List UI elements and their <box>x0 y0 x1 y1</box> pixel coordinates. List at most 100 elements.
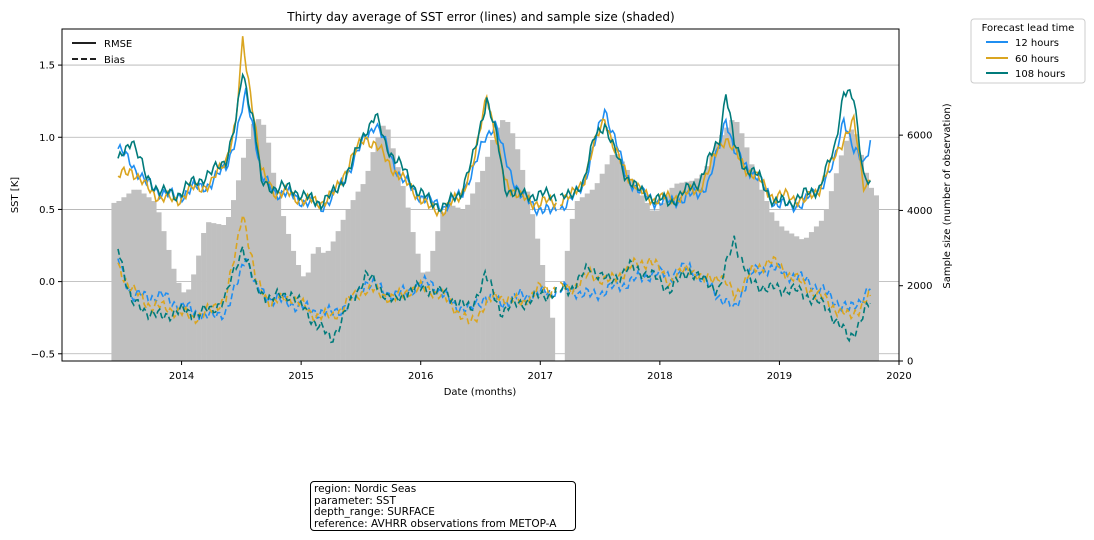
sample-bar <box>151 201 157 361</box>
sample-bar <box>340 219 346 361</box>
sample-bar <box>774 220 780 361</box>
sample-bar <box>126 193 132 361</box>
y-tick-label: 0.0 <box>39 277 55 288</box>
sample-bar <box>564 250 571 361</box>
chart-title: Thirty day average of SST error (lines) … <box>286 10 674 24</box>
sample-bar <box>868 187 874 361</box>
legend-60h-label: 60 hours <box>1015 54 1059 65</box>
y-axis-label: SST [K] <box>10 177 21 213</box>
style-legend: RMSE Bias <box>72 39 132 66</box>
sample-bar <box>579 197 586 361</box>
metadata-region: region: Nordic Seas <box>314 483 417 495</box>
sample-bar <box>664 195 670 361</box>
x-axis-label: Date (months) <box>444 387 517 398</box>
sample-bar <box>270 172 277 361</box>
sample-bar <box>166 249 172 361</box>
sample-bar <box>649 210 655 361</box>
sample-bar <box>589 189 595 361</box>
sample-bar <box>848 129 855 361</box>
sample-bar <box>714 142 720 361</box>
rmse-line-108h <box>117 72 557 212</box>
sample-bar <box>594 183 600 361</box>
sample-bar <box>156 212 162 361</box>
rmse-line-60h <box>117 36 557 218</box>
sample-bar <box>788 233 795 361</box>
sample-bar <box>734 121 740 361</box>
legend-bias-label: Bias <box>104 55 125 66</box>
sample-bar <box>390 148 396 361</box>
sample-bar <box>375 137 381 361</box>
sample-bar <box>475 182 481 361</box>
sample-bar <box>445 203 451 361</box>
y-tick-label: 1.5 <box>39 61 55 72</box>
sample-bar <box>480 170 486 361</box>
sample-bar <box>505 121 511 361</box>
sample-bar <box>629 179 635 361</box>
sample-bar <box>285 233 292 361</box>
bias-lines <box>117 212 872 344</box>
sample-bar <box>330 241 336 361</box>
sample-bar <box>873 195 879 361</box>
x-tick-label: 2015 <box>288 371 313 382</box>
sample-bar <box>161 231 167 361</box>
sample-bar <box>485 156 491 361</box>
sample-bar <box>858 154 865 361</box>
sample-bar <box>211 223 217 361</box>
sample-bar <box>818 220 825 361</box>
bias-line-60h <box>559 255 872 321</box>
rmse-lines <box>117 36 872 218</box>
legend-frame <box>970 18 1086 84</box>
sample-bar <box>823 209 830 361</box>
sample-bar <box>355 191 361 361</box>
bias-line-108h <box>117 243 557 344</box>
sample-bar <box>230 200 237 361</box>
sample-bar <box>524 191 531 361</box>
sample-bar <box>754 178 760 361</box>
y-axis-right: 6000 4000 2000 0 <box>899 131 932 368</box>
rmse-line-60h <box>559 112 871 209</box>
metadata-reference: reference: AVHRR observations from METOP… <box>314 517 557 530</box>
sample-bar <box>295 265 302 361</box>
sample-bar <box>146 197 152 361</box>
sample-bar <box>749 164 755 361</box>
sample-bar <box>838 155 845 361</box>
x-tick-label: 2018 <box>647 371 672 382</box>
sample-bar <box>624 169 630 361</box>
sample-bar <box>798 239 805 361</box>
sample-bar <box>674 183 680 361</box>
sample-bar <box>529 214 536 361</box>
sample-bar <box>365 170 371 361</box>
sample-bar <box>136 189 142 361</box>
sample-bar <box>719 135 725 361</box>
sample-bar <box>669 187 675 361</box>
sample-bar <box>176 282 182 361</box>
sample-bar <box>315 247 321 361</box>
legend-12h-label: 12 hours <box>1015 38 1059 49</box>
sample-bar <box>534 238 541 361</box>
sample-bar <box>853 134 860 361</box>
sample-bar <box>803 237 810 361</box>
y2-tick-label: 0 <box>907 357 913 368</box>
sample-bar <box>260 124 267 361</box>
sample-bar <box>420 272 426 361</box>
sample-bar <box>385 129 391 361</box>
rmse-line-108h <box>559 88 872 210</box>
sample-bar <box>410 232 416 361</box>
sample-bar <box>549 317 556 361</box>
sample-bar <box>350 200 356 361</box>
sample-bar <box>793 236 800 361</box>
y-tick-label: 1.0 <box>39 133 55 144</box>
sample-bar <box>490 139 496 361</box>
sample-bar <box>729 120 735 362</box>
sample-bar <box>245 138 252 361</box>
sample-bar <box>450 205 456 361</box>
sample-bar <box>206 222 212 361</box>
sample-bar <box>659 202 665 361</box>
sample-bar <box>709 153 715 361</box>
sample-bar <box>843 140 850 361</box>
plot-frame <box>61 28 900 362</box>
sample-bar <box>141 193 147 361</box>
sample-bar <box>300 276 307 361</box>
bias-line-12h <box>117 257 557 323</box>
sample-bar <box>614 153 620 361</box>
